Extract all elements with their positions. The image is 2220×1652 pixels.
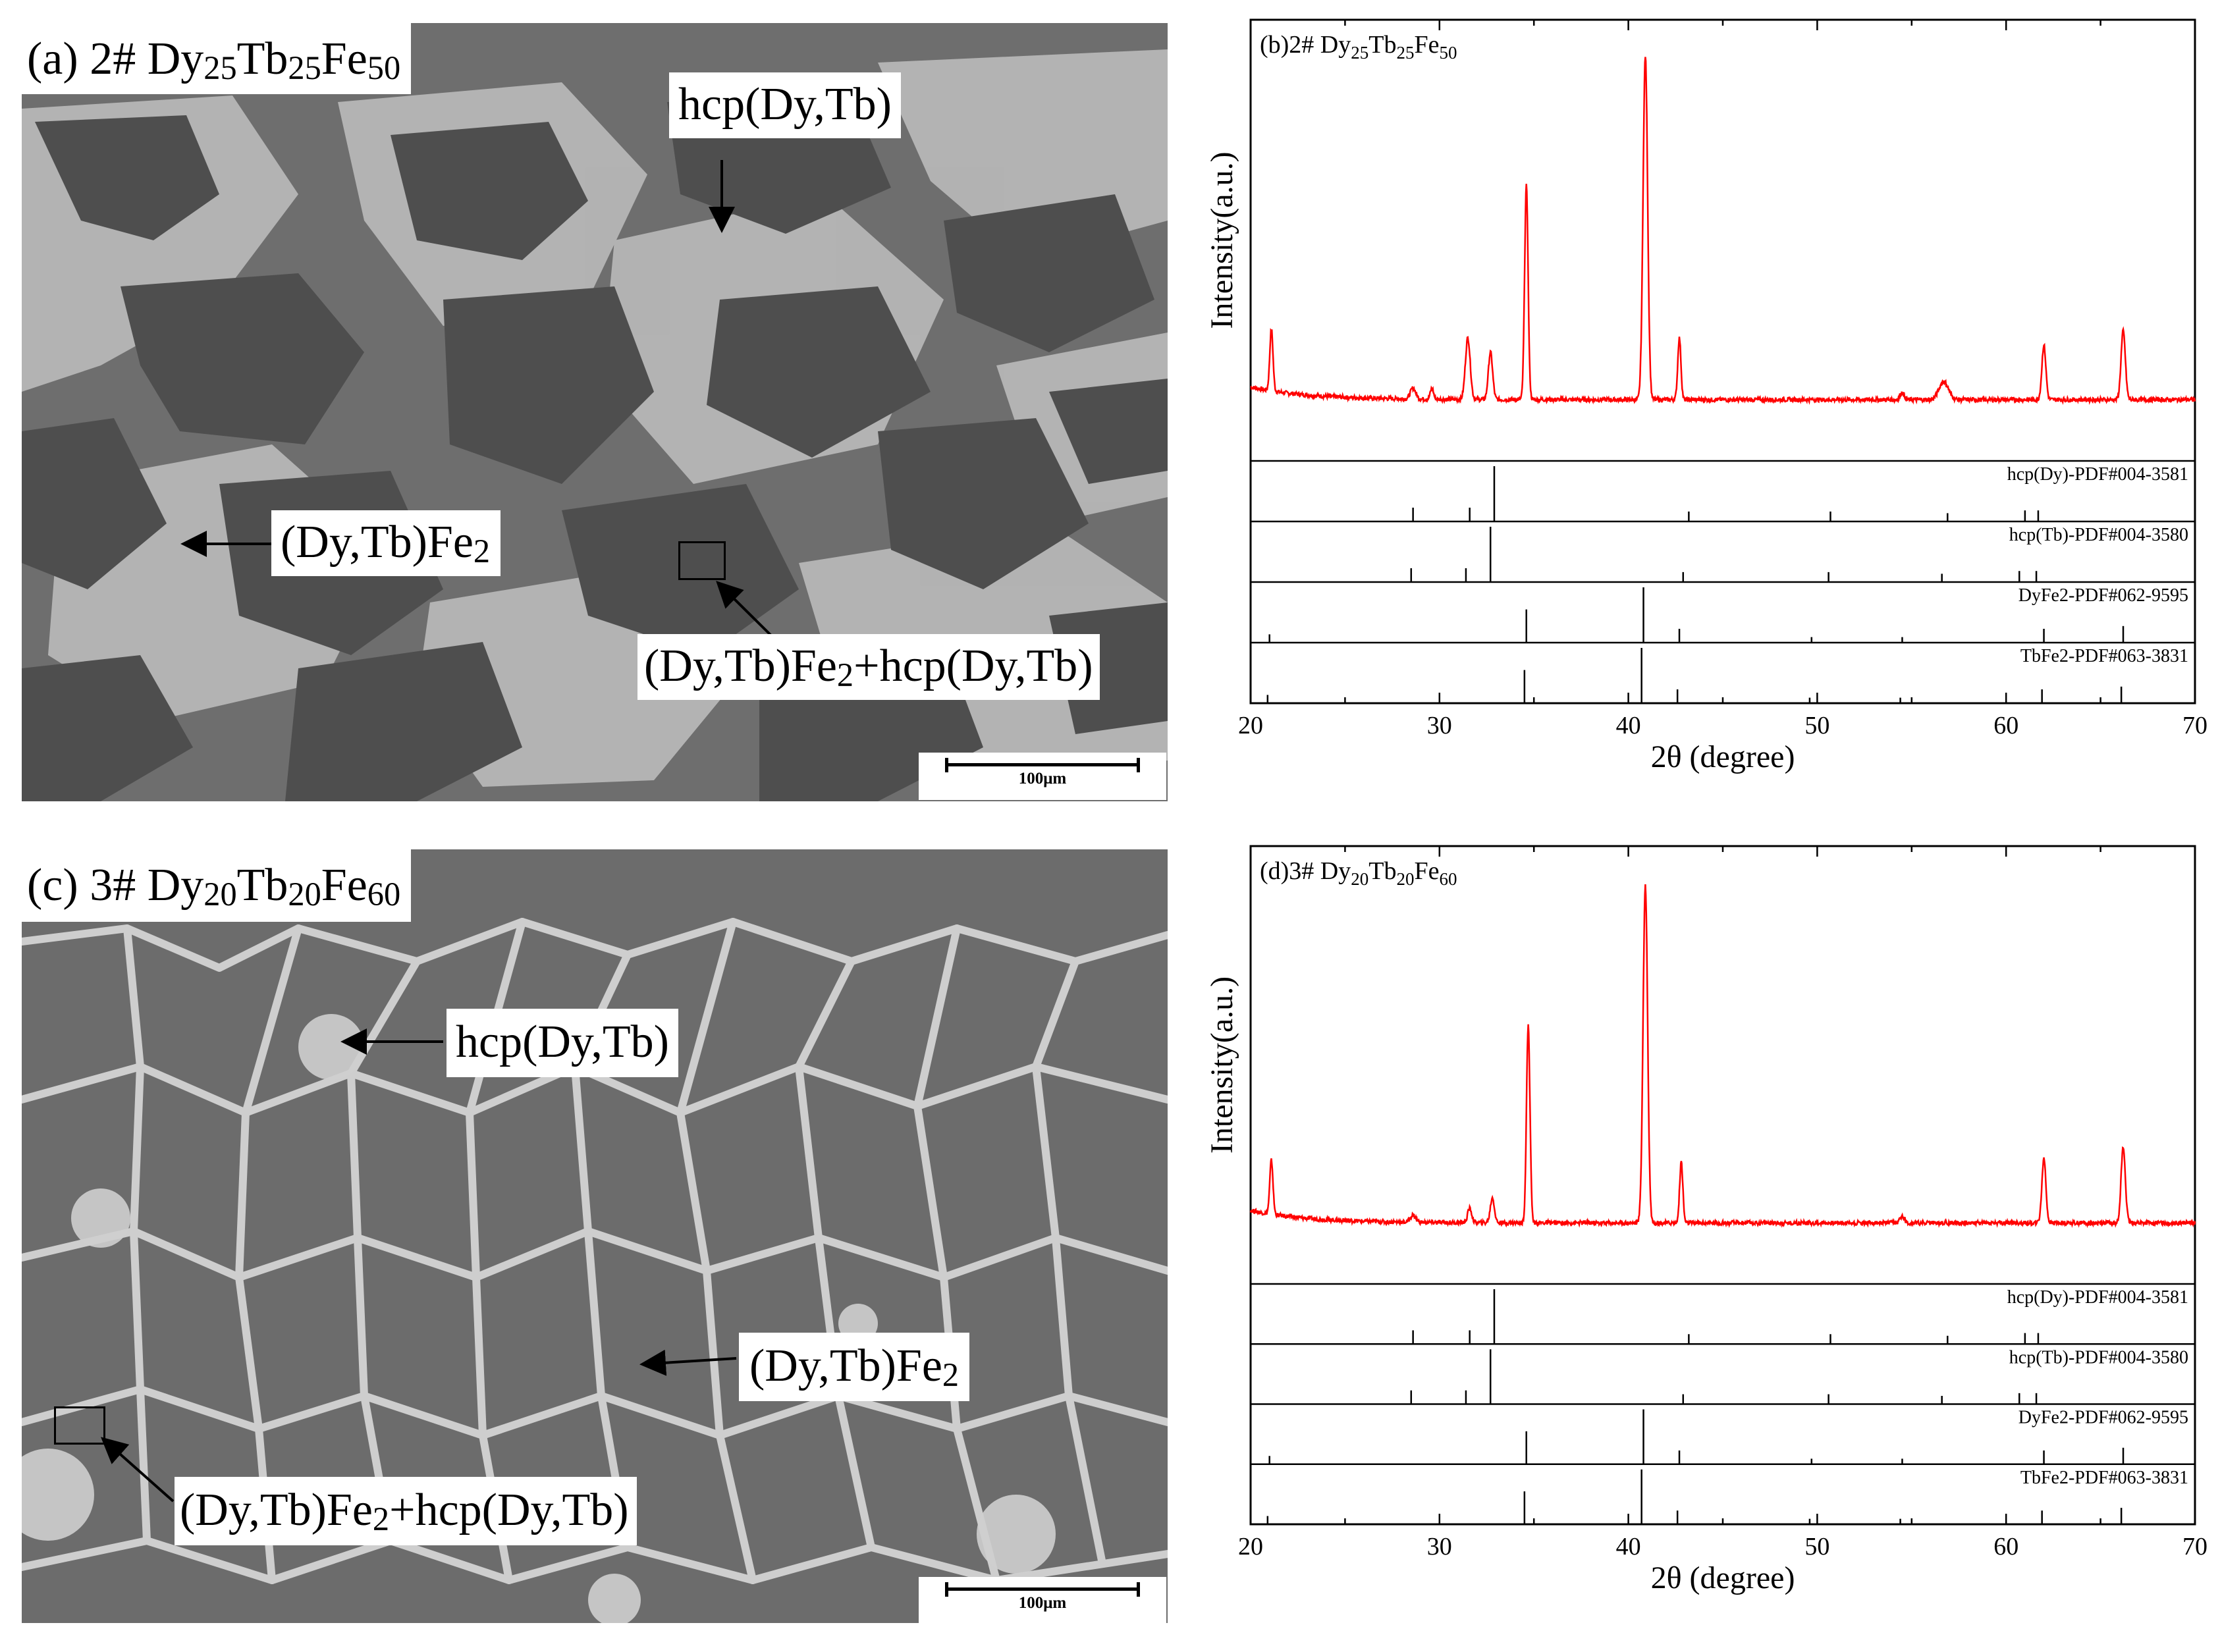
- x-tick-label: 70: [2182, 712, 2207, 739]
- panel-a-title: (a) 2# Dy25Tb25Fe50: [22, 23, 412, 94]
- x-tick-label: 30: [1427, 1533, 1452, 1560]
- x-tick-label: 60: [1993, 1533, 2018, 1560]
- reference-label: hcp(Dy)-PDF#004-3581: [2007, 464, 2188, 485]
- xrd-svg-b: 20 30 40 50 60 70 2θ (degree) Intensity(a.u.) (b…: [1205, 18, 2207, 774]
- chart-title: (b)2# Dy25Tb25Fe50: [1260, 31, 1457, 63]
- y-axis-label: Intensity(a.u.): [1205, 976, 1239, 1154]
- xrd-pattern-line: [1249, 884, 2196, 1229]
- reference-label: hcp(Tb)-PDF#004-3580: [2009, 1347, 2188, 1368]
- scalebar-c-label: 100μm: [1018, 1594, 1067, 1612]
- x-tick-label: 60: [1993, 712, 2018, 739]
- x-tick-label: 20: [1238, 712, 1263, 739]
- x-axis-label: 2θ (degree): [1651, 739, 1795, 774]
- x-tick-label: 50: [1804, 712, 1829, 739]
- label-hcp-a: hcp(Dy,Tb): [669, 72, 901, 138]
- label-laves-c: (Dy,Tb)Fe2: [739, 1333, 970, 1401]
- reference-label: DyFe2-PDF#062-9595: [2018, 585, 2188, 606]
- label-laves-a: (Dy,Tb)Fe2: [271, 510, 501, 576]
- chart-title: (d)3# Dy20Tb20Fe60: [1260, 857, 1457, 889]
- x-tick-label: 30: [1427, 712, 1452, 739]
- xrd-chart-d: 20 30 40 50 60 70 2θ (degree) Intensity(a.u.) (d…: [1192, 823, 2220, 1652]
- panel-c-title: (c) 3# Dy20Tb20Fe60: [22, 849, 412, 922]
- x-tick-label: 40: [1616, 712, 1641, 739]
- arrows-c: [101, 1028, 737, 1503]
- sem-image-a: [22, 23, 1168, 801]
- label-mix-c: (Dy,Tb)Fe2+hcp(Dy,Tb): [175, 1477, 637, 1545]
- scalebar-a: 100μm: [919, 753, 1166, 800]
- sem-texture-a: [22, 23, 1168, 801]
- region-box-c: [54, 1406, 105, 1445]
- label-hcp-c: hcp(Dy,Tb): [447, 1009, 678, 1077]
- x-axis-label: 2θ (degree): [1651, 1560, 1795, 1595]
- xrd-chart-b: 20 30 40 50 60 70 2θ (degree) Intensity(a.u.) (b…: [1192, 0, 2220, 810]
- y-axis-label: Intensity(a.u.): [1205, 151, 1239, 329]
- label-mix-a: (Dy,Tb)Fe2+hcp(Dy,Tb): [637, 634, 1100, 700]
- region-box-a: [678, 541, 726, 580]
- reference-label: hcp(Dy)-PDF#004-3581: [2007, 1287, 2188, 1308]
- scalebar-c: 100μm: [919, 1577, 1166, 1623]
- xrd-pattern-line: [1250, 57, 2196, 406]
- reference-label: hcp(Tb)-PDF#004-3580: [2009, 525, 2188, 545]
- scalebar-a-label: 100μm: [1018, 770, 1067, 787]
- x-tick-label: 20: [1238, 1533, 1263, 1560]
- xrd-svg-d: 20 30 40 50 60 70 2θ (degree) Intensity(a.u.) (d…: [1205, 845, 2207, 1595]
- reference-label: TbFe2-PDF#063-3831: [2020, 646, 2188, 666]
- x-tick-label: 40: [1616, 1533, 1641, 1560]
- x-tick-label: 70: [2182, 1533, 2207, 1560]
- x-tick-label: 50: [1804, 1533, 1829, 1560]
- reference-label: TbFe2-PDF#063-3831: [2020, 1468, 2188, 1488]
- reference-label: DyFe2-PDF#062-9595: [2018, 1408, 2188, 1428]
